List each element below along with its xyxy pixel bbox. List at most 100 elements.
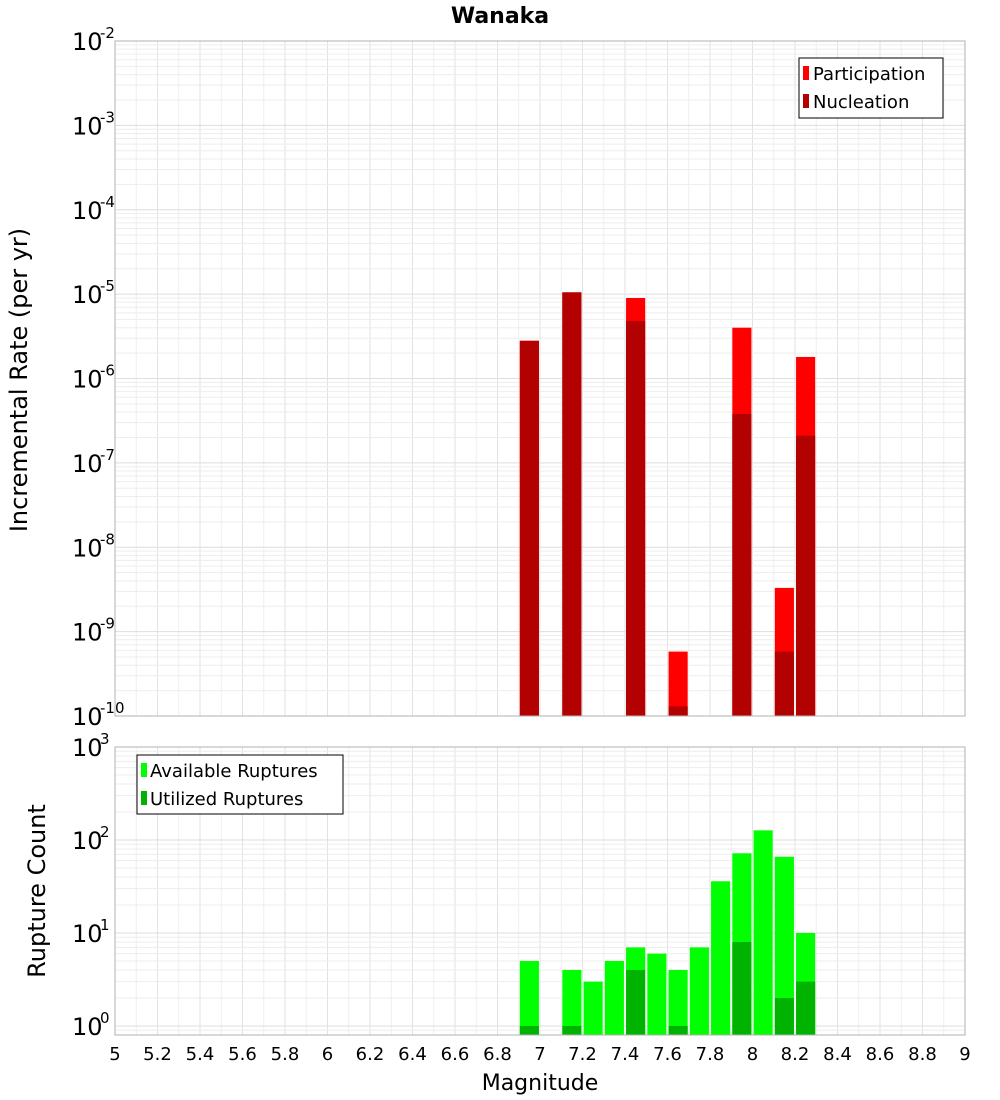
y-tick-label: 102 [72,823,110,855]
y-tick-exponent: 0 [100,1009,110,1027]
y-tick-base: 10 [72,920,103,948]
legend-swatch-participation [803,66,809,80]
bar-available-ruptures-m7-35 [604,960,624,1035]
y-tick-label: 10-7 [72,446,115,478]
bar-nucleation-m7-45 [626,321,646,716]
bar-nucleation-m8-15 [774,651,794,716]
y-tick-label: 100 [72,1009,110,1041]
x-tick-label: 5.4 [186,1044,215,1065]
bar-available-ruptures-m7-55 [647,953,667,1035]
x-tick-label: 5.6 [228,1044,257,1065]
count-plot-border [114,746,966,1036]
x-tick-label: 8.4 [823,1044,852,1065]
bar-nucleation-m6-95 [519,340,539,716]
x-tick-label: 7.2 [568,1044,597,1065]
magnitude-x-ticks: 5 5.2 5.4 5.6 5.8 6 6.2 6.4 6.6 6.8 7 7.2 7.4 7.6 7.8 8… [109,1044,970,1065]
y-tick-exponent: -9 [100,615,115,633]
count-bars [519,830,816,1035]
y-tick-label: 101 [72,916,110,948]
bar-utilized-ruptures-m7-95 [732,942,752,1035]
bar-utilized-ruptures-m7-65 [668,1025,688,1035]
y-tick-base: 10 [72,366,103,394]
x-tick-label: 8 [747,1044,758,1065]
y-tick-base: 10 [72,619,103,647]
bar-utilized-ruptures-m7-45 [626,969,646,1035]
y-tick-base: 10 [72,1013,103,1041]
x-tick-label: 6.4 [398,1044,427,1065]
x-tick-label: 8.8 [908,1044,937,1065]
legend-label-utilized-ruptures: Utilized Ruptures [150,789,303,810]
y-tick-exponent: -2 [100,24,115,42]
rate-legend: Participation Nucleation [798,57,944,119]
y-tick-exponent: 2 [100,823,110,841]
y-tick-base: 10 [72,281,103,309]
y-tick-exponent: -6 [100,362,115,380]
bar-utilized-ruptures-m6-95 [519,1025,539,1035]
bar-available-ruptures-m7-75 [689,947,709,1035]
y-tick-label: 10-4 [72,193,115,225]
rate-y-axis-label: Incremental Rate (per yr) [5,228,33,532]
x-tick-label: 6.2 [356,1044,385,1065]
y-tick-exponent: -7 [100,446,115,464]
y-tick-base: 10 [72,450,103,478]
y-tick-base: 10 [72,534,103,562]
y-tick-exponent: -10 [100,699,125,717]
y-tick-label: 10-10 [72,699,125,731]
y-tick-base: 10 [72,734,103,762]
x-tick-label: 5.2 [143,1044,172,1065]
legend-swatch-utilized-ruptures [141,791,147,805]
legend-swatch-nucleation [803,94,809,108]
y-tick-label: 10-6 [72,362,115,394]
x-tick-label: 6 [322,1044,333,1065]
y-tick-exponent: -4 [100,193,115,211]
bar-utilized-ruptures-m8-25 [796,981,816,1035]
y-tick-base: 10 [72,197,103,225]
x-axis-label: Magnitude [482,1071,599,1096]
x-tick-label: 5 [109,1044,120,1065]
y-tick-label: 10-9 [72,615,115,647]
legend-swatch-available-ruptures [141,763,147,777]
bar-available-ruptures-m7-85 [711,881,731,1035]
rate-legend-box [798,57,944,119]
x-tick-label: 7.8 [696,1044,725,1065]
x-tick-label: 6.8 [483,1044,512,1065]
count-legend-box [136,754,344,815]
y-tick-base: 10 [72,827,103,855]
y-tick-exponent: 3 [100,730,110,748]
bar-available-ruptures-m7-65 [668,969,688,1035]
x-tick-label: 7.6 [653,1044,682,1065]
bar-participation-m7-65 [668,651,688,716]
x-tick-label: 5.8 [271,1044,300,1065]
x-tick-label: 8.6 [866,1044,895,1065]
y-tick-label: 10-8 [72,530,115,562]
y-tick-exponent: 1 [100,916,110,934]
y-tick-label: 10-3 [72,108,115,140]
bar-nucleation-m7-65 [668,706,688,716]
rate-bars [519,292,816,716]
bar-utilized-ruptures-m8-15 [774,997,794,1035]
x-tick-label: 8.2 [781,1044,810,1065]
x-tick-label: 7 [534,1044,545,1065]
x-tick-label: 9 [959,1044,970,1065]
bar-available-ruptures-m8-15 [774,856,794,1035]
bar-nucleation-m8-25 [796,435,816,716]
count-y-axis-label: Rupture Count [23,804,51,978]
x-tick-label: 6.6 [441,1044,470,1065]
rate-plot-border [114,40,966,717]
y-tick-exponent: -8 [100,530,115,548]
bar-available-ruptures-m6-95 [519,960,539,1035]
legend-label-participation: Participation [813,64,925,85]
bar-nucleation-m7-15 [562,292,582,716]
chart-title: Wanaka [451,4,549,29]
y-tick-base: 10 [72,703,103,731]
y-tick-base: 10 [72,28,103,56]
bar-utilized-ruptures-m7-15 [562,1025,582,1035]
y-tick-exponent: -3 [100,108,115,126]
y-tick-label: 10-2 [72,24,115,56]
bar-available-ruptures-m7-15 [562,969,582,1035]
